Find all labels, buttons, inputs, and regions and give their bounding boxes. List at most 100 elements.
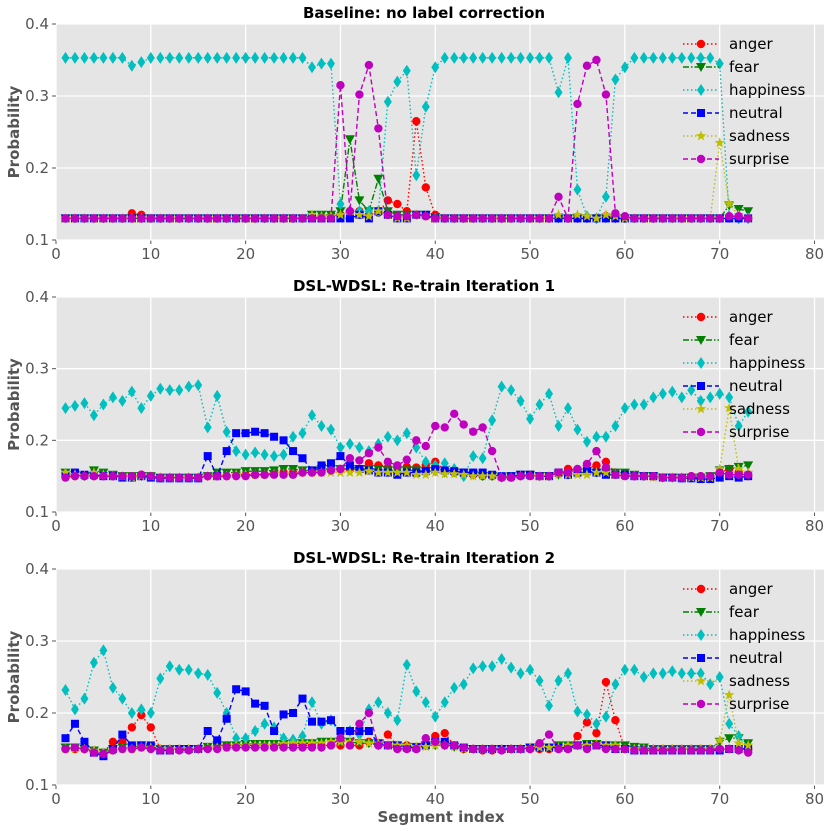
data-point-happiness (137, 56, 146, 69)
series-surprise (61, 708, 753, 759)
data-point-surprise (326, 741, 336, 750)
data-point-happiness (222, 51, 231, 64)
data-point-anger (592, 728, 601, 738)
data-point-surprise (506, 744, 516, 754)
data-point-happiness (213, 51, 222, 64)
data-point-surprise (194, 473, 203, 482)
data-point-happiness (658, 387, 667, 400)
legend-label-neutral: neutral (729, 377, 783, 395)
data-point-surprise (269, 214, 279, 223)
data-point-surprise (241, 743, 250, 752)
data-point-happiness (108, 51, 117, 64)
data-point-surprise (440, 214, 449, 223)
data-point-happiness (393, 434, 402, 447)
data-point-sadness (486, 470, 498, 481)
data-point-surprise (582, 459, 592, 469)
data-point-neutral (222, 714, 231, 723)
data-point-neutral (241, 687, 250, 696)
data-point-surprise (364, 449, 374, 458)
legend-marker-neutral (697, 654, 705, 662)
data-point-surprise (137, 214, 146, 223)
data-point-fear (724, 465, 735, 474)
data-point-surprise (156, 746, 165, 755)
data-point-surprise (525, 471, 535, 481)
data-point-happiness (440, 457, 449, 470)
data-point-surprise (212, 214, 222, 223)
data-point-surprise (203, 471, 212, 481)
y-tick-label: 0.3 (25, 632, 49, 650)
data-point-happiness (137, 402, 146, 415)
data-point-sadness (448, 468, 460, 479)
data-point-surprise (544, 214, 554, 223)
data-point-surprise (364, 60, 374, 70)
data-point-surprise (582, 744, 592, 754)
y-tick-label: 0.4 (25, 15, 49, 33)
data-point-happiness (687, 667, 696, 680)
data-point-surprise (724, 212, 734, 221)
data-point-surprise (336, 734, 345, 743)
data-point-happiness (526, 663, 535, 676)
data-point-surprise (535, 471, 544, 481)
data-point-surprise (345, 207, 355, 216)
data-point-surprise (450, 741, 459, 750)
data-point-neutral (554, 214, 563, 223)
legend-marker-happiness (697, 357, 705, 369)
data-point-surprise (307, 214, 317, 223)
data-point-surprise (734, 470, 743, 479)
data-point-surprise (260, 214, 269, 223)
data-point-happiness (175, 384, 184, 397)
data-point-surprise (440, 741, 449, 750)
data-point-surprise (269, 743, 279, 752)
data-point-happiness (706, 391, 715, 404)
data-point-surprise (487, 446, 497, 456)
data-point-happiness (620, 61, 629, 74)
data-point-surprise (336, 464, 345, 474)
data-point-surprise (99, 471, 108, 481)
data-point-neutral (70, 719, 79, 728)
data-point-happiness (336, 198, 345, 210)
data-point-happiness (601, 430, 610, 443)
data-point-happiness (222, 425, 231, 438)
legend-label-neutral: neutral (729, 649, 783, 667)
data-point-happiness (108, 391, 117, 404)
data-point-sadness (363, 737, 375, 748)
data-point-happiness (725, 391, 734, 404)
data-point-happiness (469, 450, 478, 463)
data-point-surprise (696, 746, 705, 755)
data-point-surprise (687, 471, 696, 481)
data-point-happiness (213, 389, 222, 402)
data-point-surprise (80, 744, 89, 754)
data-point-surprise (307, 468, 317, 477)
data-point-happiness (677, 51, 686, 64)
data-point-surprise (355, 719, 364, 728)
data-point-surprise (639, 214, 649, 223)
data-point-happiness (232, 732, 241, 745)
data-point-anger (611, 716, 620, 725)
data-point-surprise (203, 744, 212, 754)
data-point-happiness (298, 730, 307, 743)
y-tick-label: 0.3 (25, 360, 49, 378)
data-point-happiness (687, 384, 696, 397)
data-point-sadness (373, 205, 384, 216)
data-point-surprise (108, 471, 118, 481)
legend-label-anger: anger (729, 580, 773, 598)
data-point-happiness (497, 653, 506, 665)
data-point-anger (421, 183, 430, 192)
data-point-neutral (336, 727, 345, 735)
data-point-happiness (194, 51, 203, 64)
data-point-happiness (516, 394, 525, 407)
data-point-surprise (127, 471, 137, 481)
x-tick-label: 10 (141, 790, 160, 808)
data-point-surprise (459, 214, 468, 223)
data-point-neutral (326, 459, 335, 468)
data-point-surprise (459, 743, 468, 752)
x-tick-label: 40 (426, 245, 445, 263)
data-point-happiness (554, 86, 563, 99)
data-point-fear (373, 174, 384, 184)
y-axis-label: Probability (5, 630, 23, 723)
data-point-surprise (80, 471, 89, 481)
data-point-happiness (184, 380, 193, 393)
data-point-happiness (241, 732, 250, 745)
data-point-happiness (478, 452, 487, 465)
data-point-happiness (127, 59, 136, 72)
